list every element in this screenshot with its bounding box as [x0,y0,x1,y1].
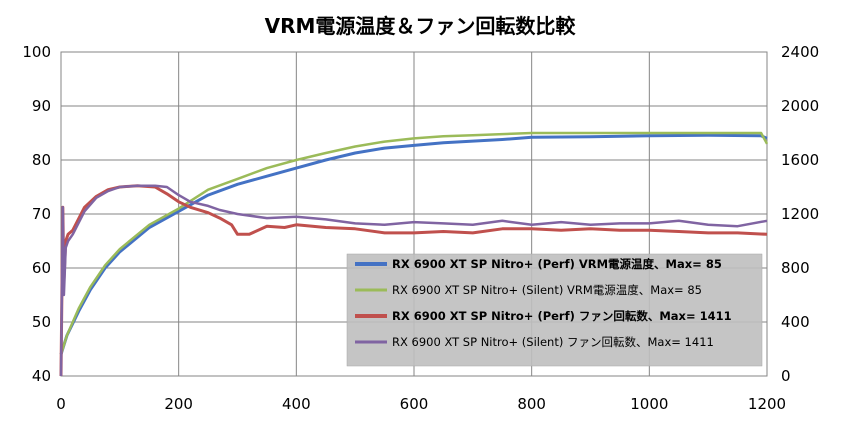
series-line-2 [59,131,769,355]
x-tick-label: 800 [517,395,546,413]
x-tick-label: 1000 [630,395,668,413]
x-tick-label: 400 [282,395,311,413]
x-tick-label: 600 [400,395,429,413]
series-line-1 [59,133,768,355]
legend-box [346,253,763,367]
legend: RX 6900 XT SP Nitro+ (Perf) VRM電源温度、Max=… [346,253,763,367]
y2-tick-label: 0 [781,367,791,385]
y-tick-label: 90 [32,97,51,115]
legend-label-1: RX 6900 XT SP Nitro+ (Perf) VRM電源温度、Max=… [392,257,722,271]
y-tick-label: 40 [32,367,51,385]
series-line-3 [59,184,768,377]
y-tick-label: 70 [32,205,51,223]
y-tick-label: 100 [22,43,51,61]
y2-tick-label: 2000 [781,97,819,115]
chart-title: VRM電源温度＆ファン回転数比較 [265,14,577,38]
y-tick-label: 80 [32,151,51,169]
y2-tick-label: 400 [781,313,810,331]
legend-label-3: RX 6900 XT SP Nitro+ (Perf) ファン回転数、Max= … [392,309,732,323]
x-tick-label: 0 [56,395,66,413]
legend-label-4: RX 6900 XT SP Nitro+ (Silent) ファン回転数、Max… [392,335,714,349]
y-tick-label: 50 [32,313,51,331]
series-lines [59,131,769,377]
y2-tick-label: 2400 [781,43,819,61]
legend-label-2: RX 6900 XT SP Nitro+ (Silent) VRM電源温度、Ma… [392,283,702,297]
series-line-4 [59,184,768,377]
y2-tick-label: 800 [781,259,810,277]
y2-tick-label: 1200 [781,205,819,223]
y-tick-label: 60 [32,259,51,277]
x-tick-label: 200 [164,395,193,413]
plot-area-border [60,51,768,377]
x-tick-label: 1200 [748,395,786,413]
y2-tick-label: 1600 [781,151,819,169]
